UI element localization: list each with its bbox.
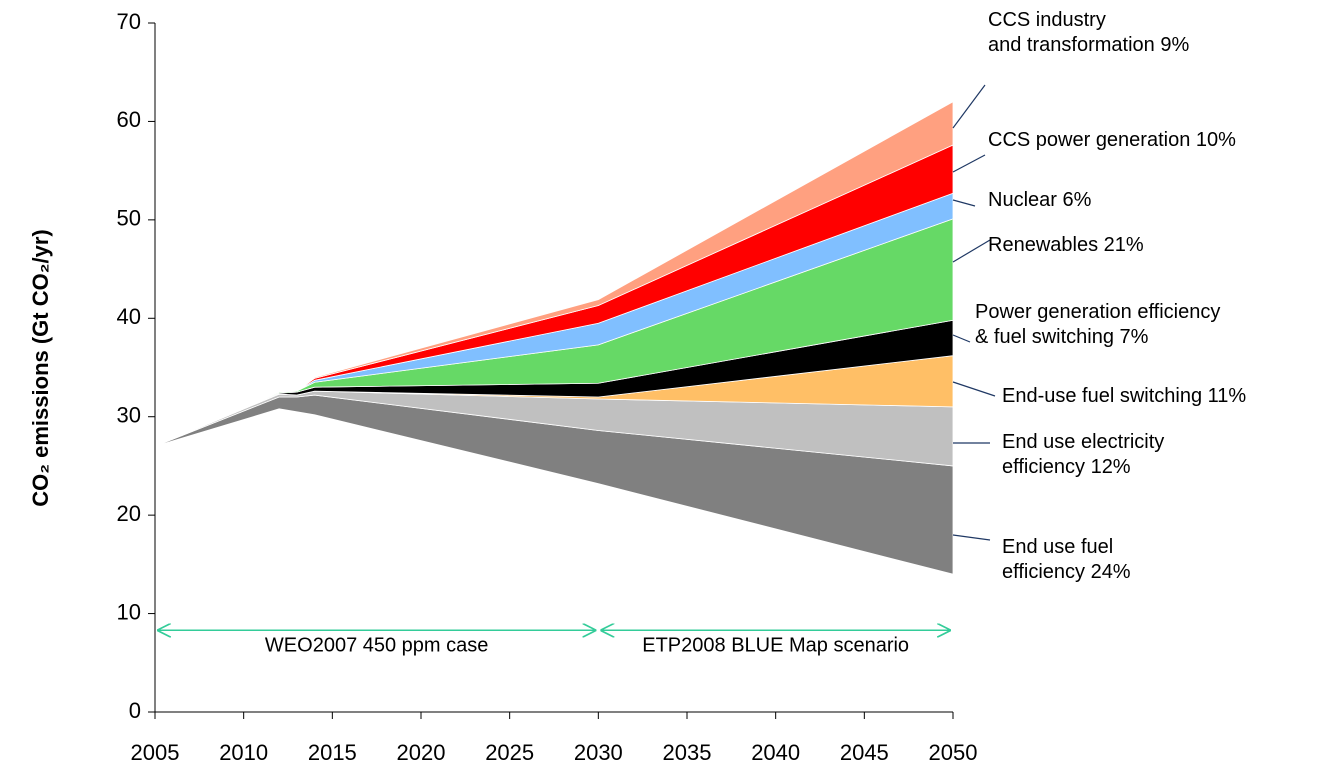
y-tick-label: 70 — [117, 9, 141, 34]
y-tick-label: 20 — [117, 501, 141, 526]
y-tick-label: 0 — [129, 698, 141, 723]
series-label: End use electricity efficiency 12% — [1002, 431, 1165, 478]
y-tick-label: 40 — [117, 304, 141, 329]
leader-line — [952, 534, 991, 541]
leader-line — [952, 199, 976, 207]
y-tick-label: 30 — [117, 403, 141, 428]
leader-line — [952, 334, 971, 343]
series-label: CCS power generation 10% — [988, 129, 1236, 151]
x-tick-label: 2035 — [663, 740, 712, 765]
x-tick-label: 2025 — [485, 740, 534, 765]
x-tick-label: 2030 — [574, 740, 623, 765]
x-tick-label: 2045 — [840, 740, 889, 765]
x-tick-label: 2040 — [751, 740, 800, 765]
series-label: Renewables 21% — [988, 234, 1144, 256]
y-tick-label: 60 — [117, 107, 141, 132]
annotation: WEO2007 450 ppm case — [265, 634, 488, 656]
series-label: End use fuel efficiency 24% — [1002, 536, 1131, 583]
y-tick-label: 10 — [117, 599, 141, 624]
leader-line — [952, 154, 986, 173]
series-label: CCS industry and transformation 9% — [988, 9, 1190, 56]
y-axis-label: CO₂ emissions (Gt CO₂/yr) — [28, 229, 53, 507]
series-label: End-use fuel switching 11% — [1002, 385, 1247, 407]
series-label: Power generation efficiency & fuel switc… — [975, 301, 1221, 348]
leader-line — [952, 239, 991, 263]
x-tick-label: 2005 — [131, 740, 180, 765]
leader-line — [952, 381, 996, 397]
x-tick-label: 2010 — [219, 740, 268, 765]
series-label: Nuclear 6% — [988, 189, 1092, 211]
x-tick-label: 2015 — [308, 740, 357, 765]
y-tick-label: 50 — [117, 206, 141, 231]
annotation: ETP2008 BLUE Map scenario — [642, 634, 909, 656]
x-tick-label: 2020 — [397, 740, 446, 765]
area — [154, 101, 954, 447]
leader-line — [952, 84, 986, 129]
x-tick-label: 2050 — [929, 740, 978, 765]
